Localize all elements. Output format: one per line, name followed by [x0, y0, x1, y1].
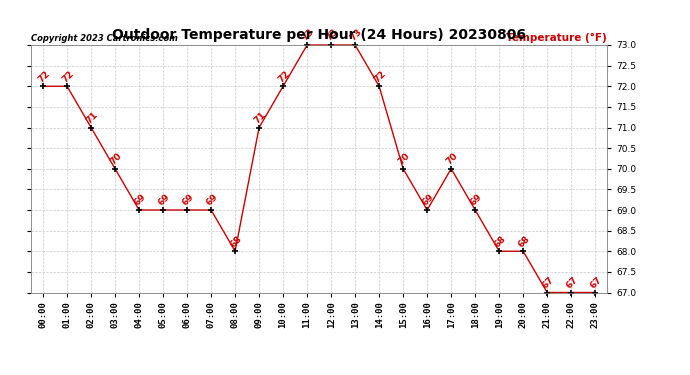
Text: 72: 72	[36, 69, 51, 84]
Text: 67: 67	[589, 275, 604, 290]
Text: 70: 70	[396, 152, 411, 166]
Text: 69: 69	[420, 192, 435, 208]
Text: 73: 73	[300, 27, 315, 43]
Text: 67: 67	[564, 275, 580, 290]
Text: 68: 68	[516, 234, 531, 249]
Text: 70: 70	[444, 152, 460, 166]
Text: Temperature (°F): Temperature (°F)	[506, 33, 607, 42]
Text: Copyright 2023 Cartronics.com: Copyright 2023 Cartronics.com	[31, 33, 178, 42]
Text: 69: 69	[132, 192, 148, 208]
Text: 69: 69	[180, 192, 195, 208]
Text: 71: 71	[252, 110, 268, 125]
Text: 69: 69	[204, 192, 219, 208]
Text: 70: 70	[108, 152, 124, 166]
Text: 69: 69	[469, 192, 484, 208]
Text: 69: 69	[156, 192, 171, 208]
Text: 68: 68	[228, 234, 244, 249]
Text: 72: 72	[372, 69, 388, 84]
Text: 71: 71	[84, 110, 99, 125]
Title: Outdoor Temperature per Hour (24 Hours) 20230806: Outdoor Temperature per Hour (24 Hours) …	[112, 28, 526, 42]
Text: 68: 68	[492, 234, 507, 249]
Text: 67: 67	[540, 275, 555, 290]
Text: 72: 72	[276, 69, 291, 84]
Text: 73: 73	[324, 27, 339, 43]
Text: 73: 73	[348, 27, 364, 43]
Text: 72: 72	[60, 69, 75, 84]
